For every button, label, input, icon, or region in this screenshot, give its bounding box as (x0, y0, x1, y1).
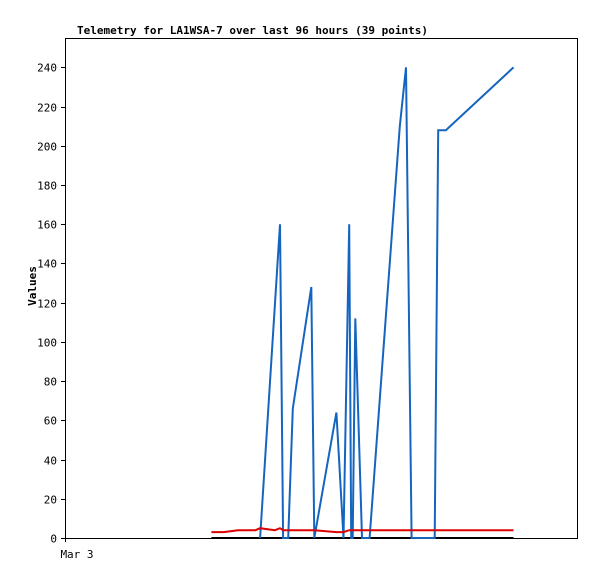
series-line-2 (211, 527, 514, 534)
axes-layer: 0 20 40 60 80 100 120 140 160 180 200 220 240 Mar 3 (37, 38, 578, 561)
y-axis-label: Values (26, 266, 39, 306)
y-tick-label-160: 160 (37, 219, 57, 232)
y-tick-label-100: 100 (37, 337, 57, 350)
x-tick-label-0: Mar 3 (60, 548, 93, 561)
y-tick-label-20: 20 (44, 494, 57, 507)
series-line-1 (259, 66, 515, 539)
y-tick-label-40: 40 (44, 455, 57, 468)
plot-frame (65, 38, 578, 539)
y-tick-label-180: 180 (37, 180, 57, 193)
y-tick-label-60: 60 (44, 415, 57, 428)
y-tick-label-200: 200 (37, 141, 57, 154)
y-tick-label-140: 140 (37, 258, 57, 271)
y-tick-label-80: 80 (44, 376, 57, 389)
y-tick-label-120: 120 (37, 298, 57, 311)
series-layer (211, 66, 515, 539)
labels-layer: Telemetry for LA1WSA-7 over last 96 hour… (26, 24, 428, 306)
chart-title: Telemetry for LA1WSA-7 over last 96 hour… (77, 24, 428, 37)
y-tick-label-220: 220 (37, 102, 57, 115)
y-tick-label-0: 0 (50, 533, 57, 546)
y-tick-label-240: 240 (37, 62, 57, 75)
